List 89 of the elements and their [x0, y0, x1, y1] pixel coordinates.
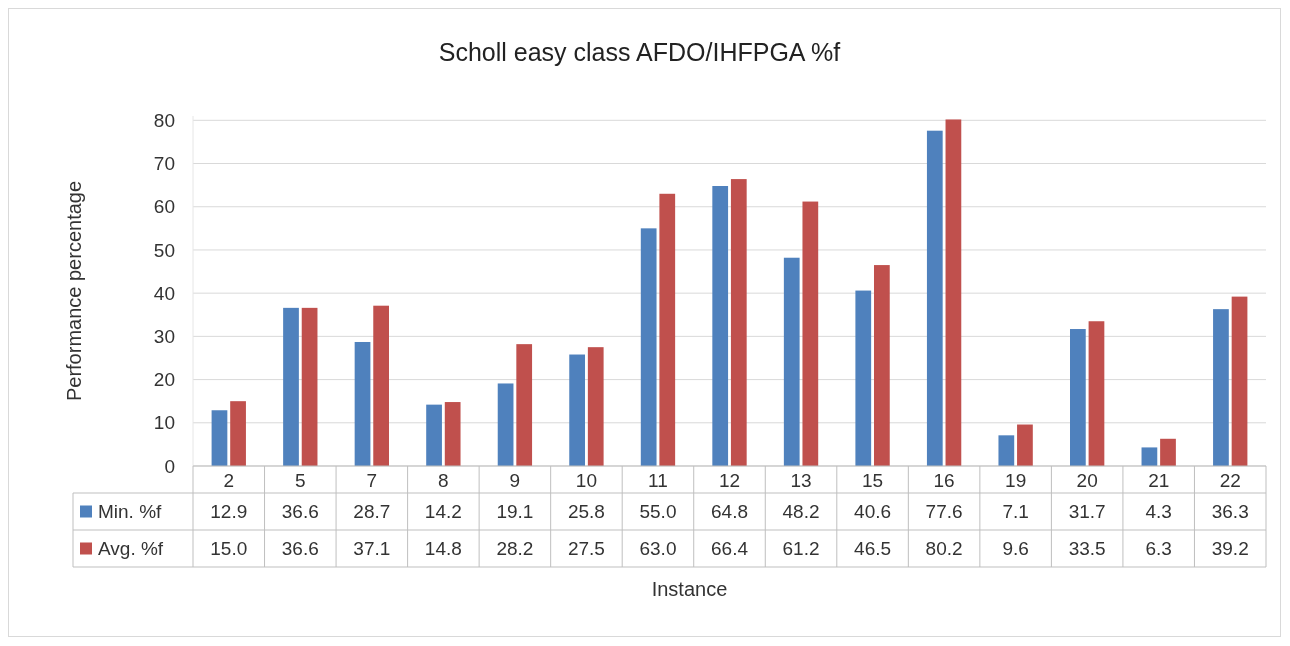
data-label: 33.5	[1068, 538, 1106, 560]
x-tick-label: 8	[438, 469, 449, 491]
bar	[998, 435, 1015, 466]
x-tick-label: 22	[1219, 469, 1241, 491]
y-tick-label: 70	[153, 153, 175, 175]
data-label: 36.3	[1211, 501, 1249, 523]
bar	[301, 307, 318, 466]
bar	[1070, 329, 1086, 466]
data-label: 25.8	[567, 501, 605, 523]
data-label: 19.1	[496, 501, 534, 523]
data-label: 64.8	[711, 501, 748, 523]
y-tick-label: 60	[153, 196, 175, 218]
bar	[945, 119, 962, 466]
bar	[712, 186, 729, 466]
bar	[426, 404, 442, 466]
bar	[640, 228, 657, 466]
bar	[497, 383, 514, 466]
bar	[1141, 447, 1158, 466]
x-tick-label: 13	[790, 469, 812, 491]
bar	[730, 179, 747, 466]
bar	[587, 347, 604, 466]
data-label: 14.2	[424, 501, 462, 523]
data-label: 39.2	[1211, 538, 1249, 560]
data-label: 28.7	[353, 501, 391, 523]
data-label: 4.3	[1145, 501, 1172, 523]
bar	[230, 401, 246, 466]
y-tick-label: 20	[153, 369, 175, 391]
bar	[373, 305, 389, 466]
bar	[569, 354, 585, 466]
chart-title: Scholl easy class AFDO/IHFPGA %f	[438, 37, 841, 66]
data-label: 28.2	[496, 538, 534, 560]
data-label: 9.6	[1002, 538, 1029, 560]
y-tick-label: 40	[153, 282, 175, 304]
x-tick-label: 20	[1076, 469, 1098, 491]
x-tick-label: 5	[295, 469, 306, 491]
data-label: 37.1	[353, 538, 391, 560]
bar	[516, 344, 533, 466]
data-label: 61.2	[782, 538, 820, 560]
x-tick-label: 12	[718, 469, 741, 491]
bar	[855, 290, 872, 466]
data-label: 63.0	[639, 538, 677, 560]
y-tick-label: 10	[153, 412, 175, 434]
bar	[354, 341, 371, 466]
x-tick-label: 19	[1005, 469, 1027, 491]
x-tick-label: 16	[933, 469, 955, 491]
legend-label: Min. %f	[98, 501, 163, 523]
data-label: 48.2	[782, 501, 820, 523]
x-tick-label: 15	[862, 469, 884, 491]
data-label: 12.9	[210, 501, 248, 523]
x-tick-label: 11	[648, 469, 668, 491]
legend-label: Avg. %f	[98, 538, 164, 560]
bar	[783, 257, 800, 466]
y-tick-label: 0	[164, 455, 175, 477]
bar	[1088, 321, 1105, 466]
data-label: 80.2	[925, 538, 963, 560]
data-label: 15.0	[210, 538, 248, 560]
bar	[1017, 424, 1033, 466]
bar	[211, 410, 228, 466]
bar	[1213, 309, 1229, 466]
x-tick-label: 10	[575, 469, 597, 491]
data-label: 36.6	[281, 538, 319, 560]
bar	[659, 193, 676, 466]
data-label: 55.0	[639, 501, 677, 523]
y-tick-label: 50	[153, 239, 175, 261]
data-label: 27.5	[567, 538, 605, 560]
data-label: 36.6	[281, 501, 319, 523]
y-axis-title: Performance percentage	[63, 180, 85, 402]
data-label: 40.6	[854, 501, 892, 523]
x-tick-label: 21	[1148, 469, 1170, 491]
data-label: 46.5	[854, 538, 892, 560]
data-label: 66.4	[711, 538, 749, 560]
bar	[926, 130, 943, 466]
bar	[874, 265, 890, 466]
data-label: 77.6	[925, 501, 963, 523]
y-tick-label: 80	[153, 109, 175, 131]
data-label: 31.7	[1068, 501, 1106, 523]
data-label: 6.3	[1145, 538, 1172, 560]
bar	[802, 201, 819, 466]
data-label: 14.8	[424, 538, 462, 560]
bar	[283, 307, 299, 466]
y-tick-label: 30	[153, 326, 175, 348]
bar	[1160, 438, 1176, 466]
x-tick-label: 2	[223, 469, 235, 491]
data-label: 7.1	[1002, 501, 1029, 523]
x-axis-title: Instance	[651, 578, 728, 600]
bar	[444, 402, 461, 466]
x-tick-label: 7	[366, 469, 378, 491]
bar	[1231, 296, 1248, 466]
x-tick-label: 9	[509, 469, 521, 491]
